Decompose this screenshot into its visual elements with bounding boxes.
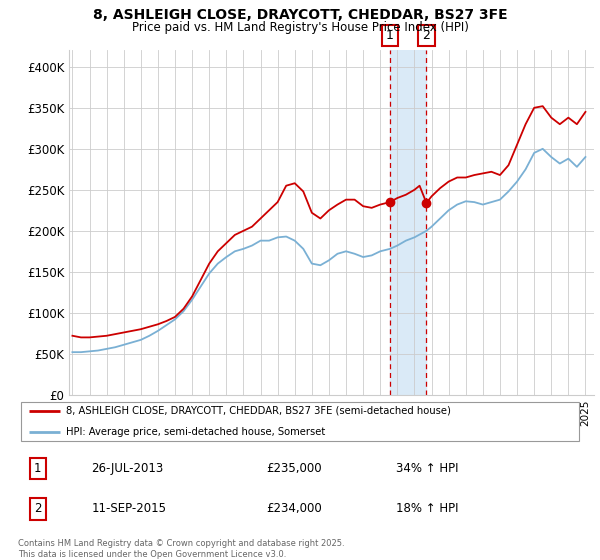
Text: 34% ↑ HPI: 34% ↑ HPI (396, 462, 458, 475)
Text: Contains HM Land Registry data © Crown copyright and database right 2025.
This d: Contains HM Land Registry data © Crown c… (18, 539, 344, 559)
Text: 2: 2 (34, 502, 41, 515)
Text: 1: 1 (34, 462, 41, 475)
Text: 8, ASHLEIGH CLOSE, DRAYCOTT, CHEDDAR, BS27 3FE (semi-detached house): 8, ASHLEIGH CLOSE, DRAYCOTT, CHEDDAR, BS… (66, 406, 451, 416)
Text: Price paid vs. HM Land Registry's House Price Index (HPI): Price paid vs. HM Land Registry's House … (131, 21, 469, 34)
Text: 1: 1 (386, 29, 394, 42)
Text: 26-JUL-2013: 26-JUL-2013 (91, 462, 164, 475)
Text: £234,000: £234,000 (266, 502, 322, 515)
Text: HPI: Average price, semi-detached house, Somerset: HPI: Average price, semi-detached house,… (66, 427, 325, 437)
Text: £235,000: £235,000 (266, 462, 322, 475)
Text: 18% ↑ HPI: 18% ↑ HPI (396, 502, 458, 515)
Text: 8, ASHLEIGH CLOSE, DRAYCOTT, CHEDDAR, BS27 3FE: 8, ASHLEIGH CLOSE, DRAYCOTT, CHEDDAR, BS… (92, 8, 508, 22)
Text: 11-SEP-2015: 11-SEP-2015 (91, 502, 166, 515)
Bar (390, 50, 427, 395)
FancyBboxPatch shape (21, 402, 579, 441)
Text: 2: 2 (422, 29, 430, 42)
